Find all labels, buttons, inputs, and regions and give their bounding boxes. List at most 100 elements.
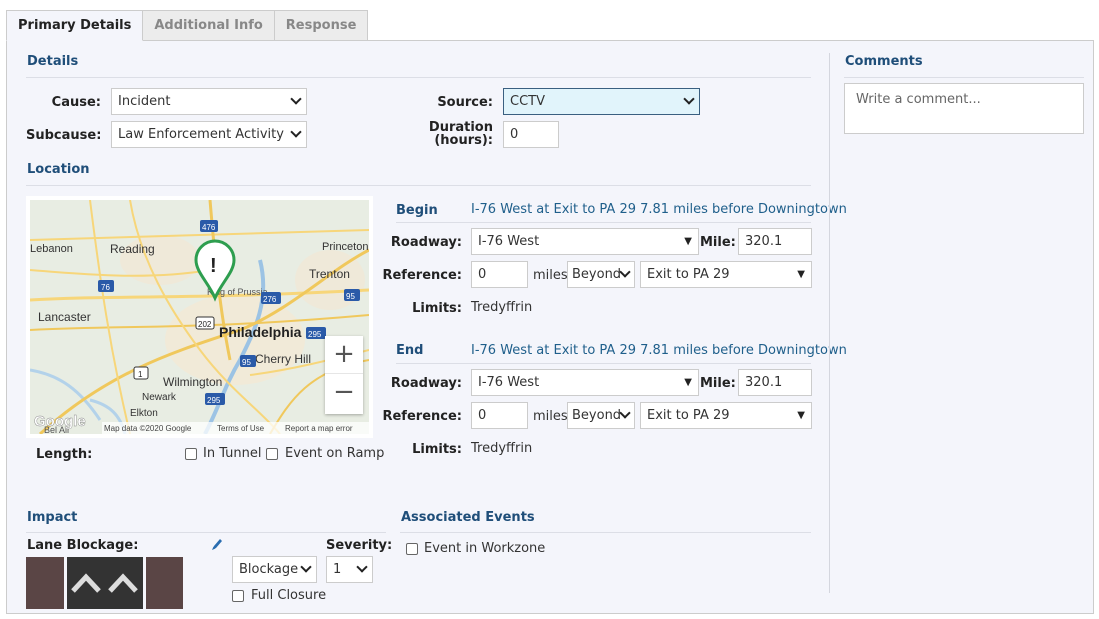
location-section-title: Location [27,162,90,177]
source-select[interactable]: CCTV [503,88,700,115]
source-value: CCTV [510,94,545,109]
end-mile-input[interactable]: 320.1 [738,369,812,396]
map-report-link: Report a map error [285,424,353,433]
map-label: Elkton [130,408,158,419]
map-terms-link: Terms of Use [217,424,265,433]
begin-mile-input[interactable]: 320.1 [738,228,812,255]
svg-text:476: 476 [202,223,216,232]
cause-select[interactable]: Incident [111,88,307,115]
svg-text:1: 1 [138,370,143,379]
begin-roadway-label: Roadway: [390,235,462,250]
map-label: Lebanon [30,243,73,255]
map-label: Princeton [322,241,368,253]
duration-label: Duration (hours): [420,121,493,147]
length-label: Length: [36,447,93,462]
chevron-down-icon [356,561,368,573]
subcause-value: Law Enforcement Activity [118,127,284,142]
route-shield-icon: 76 [98,280,114,292]
map-label: Bel Air [44,425,70,434]
impact-divider [26,532,386,533]
lane-shoulder-right[interactable] [146,557,183,609]
tab-response[interactable]: Response [274,10,369,41]
begin-description-link[interactable]: I-76 West at Exit to PA 29 7.81 miles be… [471,202,847,217]
details-section-title: Details [27,54,79,69]
end-reference-label: Reference: [382,409,462,424]
end-description-link[interactable]: I-76 West at Exit to PA 29 7.81 miles be… [471,343,847,358]
end-reference-point-value: Exit to PA 29 [647,408,730,423]
duration-input[interactable]: 0 [503,121,559,148]
map-label: Newark [142,392,177,403]
begin-reference-point-value: Exit to PA 29 [647,267,730,282]
end-roadway-value: I-76 West [478,375,540,390]
comment-textarea[interactable]: Write a comment... [844,83,1084,134]
tab-bar: Primary Details Additional Info Response [6,10,369,41]
blockage-value: Blockage [239,562,299,577]
chevron-down-icon [683,93,695,105]
associated-events-divider [400,532,811,533]
end-direction-select[interactable]: Beyond [567,402,635,429]
comments-title: Comments [845,54,923,69]
event-in-workzone-checkbox[interactable] [406,543,418,555]
route-shield-icon: 276 [261,292,281,304]
begin-roadway-select[interactable]: I-76 West ▼ [471,228,699,255]
event-in-workzone-label: Event in Workzone [424,541,546,556]
impact-section-title: Impact [27,510,78,525]
tab-additional-info[interactable]: Additional Info [143,10,275,41]
google-logo: Google [34,413,86,430]
blockage-select[interactable]: Blockage [232,556,317,583]
route-shield-icon: 295 [306,327,326,339]
begin-miles-label: miles [533,268,568,283]
caret-down-icon: ▼ [797,269,805,280]
zoom-out-button[interactable]: − [333,377,355,407]
lane-shoulder-left[interactable] [26,557,64,609]
map-label: Trenton [309,267,350,281]
end-direction-value: Beyond [572,408,622,423]
caret-down-icon: ▼ [684,377,692,388]
begin-divider [396,222,811,223]
end-title: End [396,343,424,358]
lane-travel[interactable] [67,557,143,609]
begin-reference-input[interactable]: 0 [471,261,528,288]
end-reference-point-select[interactable]: Exit to PA 29 ▼ [640,402,812,429]
route-shield-icon: 95 [240,355,256,367]
svg-text:202: 202 [198,320,212,329]
end-limits-label: Limits: [412,442,462,457]
severity-label: Severity: [326,538,393,553]
zoom-in-button[interactable]: + [325,336,363,374]
subcause-label: Subcause: [26,128,102,143]
severity-select[interactable]: 1 [326,556,373,583]
subcause-select[interactable]: Law Enforcement Activity [111,121,307,148]
svg-text:76: 76 [101,283,110,292]
source-label: Source: [437,95,493,110]
event-on-ramp-checkbox[interactable] [266,448,278,460]
map-label: Reading [110,242,155,256]
full-closure-checkbox[interactable] [232,590,244,602]
location-divider [26,185,811,186]
svg-text:276: 276 [263,295,277,304]
map-label: Lancaster [38,310,91,324]
associated-events-title: Associated Events [401,510,535,525]
svg-text:!: ! [210,255,217,277]
end-reference-input[interactable]: 0 [471,402,528,429]
end-roadway-label: Roadway: [390,376,462,391]
map-label: Wilmington [163,375,222,389]
begin-direction-value: Beyond [572,267,622,282]
comments-divider [844,77,1084,78]
end-mile-label: Mile: [700,376,736,391]
pencil-icon[interactable] [211,537,223,551]
begin-limits-value: Tredyffrin [471,300,533,315]
begin-direction-select[interactable]: Beyond [567,261,635,288]
tab-primary-details[interactable]: Primary Details [6,10,144,41]
location-map[interactable]: Lebanon Reading Princeton Trenton Lancas… [26,196,373,438]
end-roadway-select[interactable]: I-76 West ▼ [471,369,699,396]
route-shield-icon: 95 [344,289,360,301]
in-tunnel-checkbox[interactable] [185,448,197,460]
full-closure-label: Full Closure [251,588,327,603]
lane-arrow-up-icon [71,573,138,593]
svg-text:295: 295 [207,396,221,405]
begin-reference-point-select[interactable]: Exit to PA 29 ▼ [640,261,812,288]
begin-title: Begin [396,203,438,218]
map-label: Philadelphia [219,324,302,340]
map-marker-icon: ! [194,239,236,302]
lane-blockage-label: Lane Blockage: [27,538,139,553]
